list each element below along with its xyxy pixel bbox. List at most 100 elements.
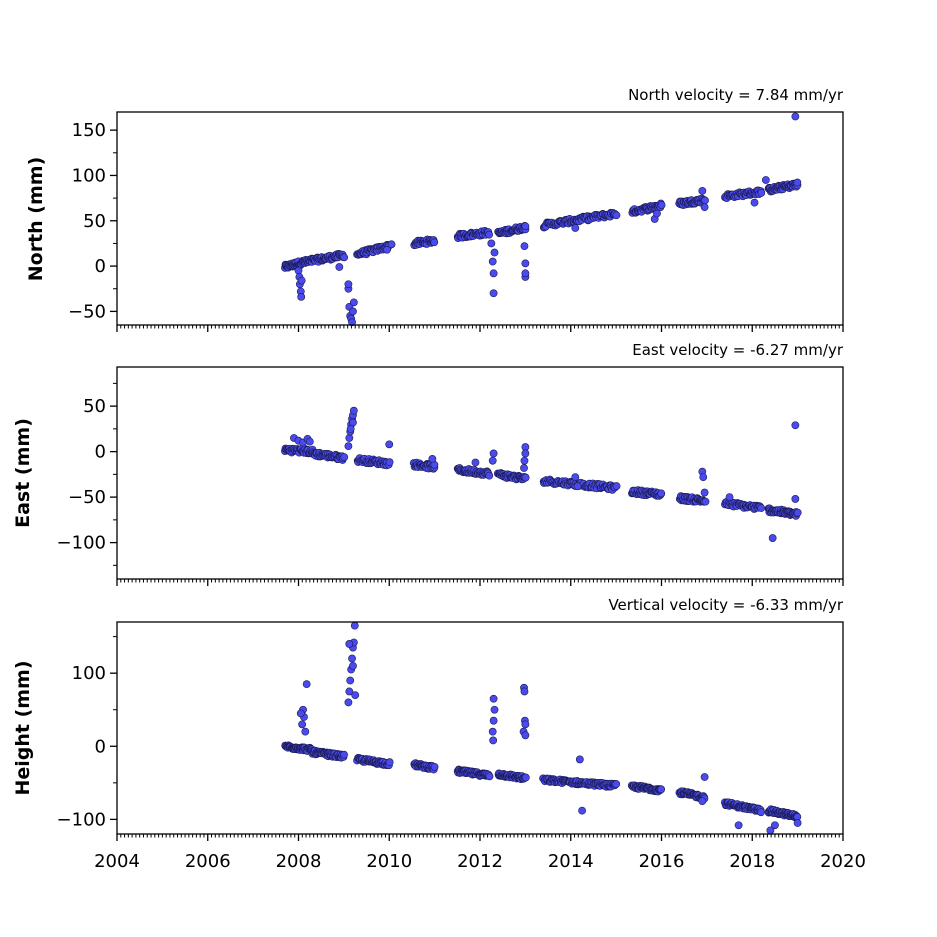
north-ylabel: North (mm)	[25, 157, 47, 282]
data-point-height	[340, 750, 348, 759]
data-point-north	[297, 293, 306, 301]
north-ticks: −50 0 50 100 150	[68, 120, 844, 332]
data-point-east	[571, 473, 580, 481]
data-point-north	[757, 188, 766, 197]
y-tick-label-east: 0	[95, 442, 106, 463]
data-point-north	[294, 266, 303, 275]
data-point-east	[768, 534, 777, 542]
data-point-north	[430, 238, 439, 247]
data-point-height	[350, 621, 359, 630]
data-point-east	[428, 454, 437, 463]
data-point-height	[700, 773, 709, 781]
y-tick-label-east: 50	[83, 396, 106, 417]
data-point-east	[700, 488, 709, 497]
data-point-north	[521, 259, 530, 268]
data-point-height	[793, 819, 802, 827]
data-point-north	[571, 224, 580, 232]
data-point-east	[573, 482, 582, 491]
data-point-north	[490, 248, 499, 257]
x-tick-label: 2020	[820, 851, 866, 872]
data-point-east	[346, 424, 355, 433]
data-point-east	[349, 406, 358, 415]
data-point-east	[520, 464, 528, 472]
data-point-north	[520, 242, 529, 251]
data-point-height	[349, 661, 357, 670]
data-point-north	[657, 201, 666, 209]
data-point-height	[430, 762, 439, 771]
data-point-east	[471, 458, 480, 467]
y-tick-label-east: −100	[57, 533, 106, 554]
x-tick-label: 2014	[548, 851, 594, 872]
data-point-height	[348, 654, 356, 663]
data-point-height	[301, 727, 310, 736]
y-tick-label-height: 100	[72, 663, 106, 684]
height-ticks: −100 0 100	[57, 636, 844, 841]
data-point-height	[344, 698, 353, 707]
data-point-north	[344, 280, 353, 289]
data-point-north	[612, 211, 621, 220]
x-tick-label: 2018	[729, 851, 775, 872]
east-velocity-label: East velocity = -6.27 mm/yr	[632, 341, 844, 359]
data-point-height	[489, 716, 498, 725]
data-point-height	[489, 694, 498, 703]
data-point-north	[761, 176, 770, 184]
height-panel: Vertical velocity = -6.33 mm/yr Height (…	[12, 596, 844, 841]
x-tick-label: 2016	[639, 851, 685, 872]
data-point-east	[791, 495, 800, 503]
data-point-height	[345, 640, 354, 648]
data-point-north	[488, 257, 497, 266]
data-point-east	[725, 493, 734, 502]
data-point-height	[657, 785, 666, 794]
x-tick-label: 2008	[276, 851, 322, 872]
data-point-east	[757, 504, 766, 512]
y-tick-label-north: 50	[83, 211, 106, 232]
data-point-height	[296, 709, 305, 718]
data-point-east	[793, 508, 802, 517]
data-point-height	[521, 773, 530, 782]
y-tick-label-north: 100	[72, 165, 106, 186]
y-tick-label-north: 150	[72, 120, 106, 141]
data-point-east	[657, 489, 666, 498]
data-point-east	[489, 449, 498, 458]
data-point-north	[297, 276, 306, 285]
y-tick-label-north: 0	[95, 256, 106, 277]
data-point-east	[520, 456, 529, 465]
north-points	[281, 112, 802, 327]
data-point-height	[345, 687, 354, 696]
data-point-north	[335, 263, 344, 271]
data-point-north	[487, 239, 496, 248]
data-point-height	[485, 772, 494, 781]
data-point-east	[791, 421, 800, 430]
data-point-north	[700, 203, 709, 212]
data-point-east	[385, 458, 394, 467]
data-point-north	[383, 245, 391, 254]
y-tick-label-north: −50	[68, 301, 106, 322]
data-point-east	[485, 471, 494, 480]
north-velocity-label: North velocity = 7.84 mm/yr	[628, 86, 844, 104]
data-point-north	[387, 240, 396, 249]
data-point-north	[701, 196, 709, 205]
data-point-height	[757, 808, 765, 817]
x-tick-label: 2004	[94, 851, 140, 872]
data-point-height	[578, 806, 586, 815]
east-ticks: −100 −50 0 50	[57, 382, 844, 586]
data-point-east	[385, 440, 394, 449]
data-point-height	[734, 821, 743, 830]
east-ylabel: East (mm)	[12, 418, 34, 528]
x-axis-tick-labels: 2004 2006 2008 2010 2012 2014 2016 2018 2020	[94, 851, 866, 872]
y-tick-label-height: −100	[57, 809, 106, 830]
data-point-north	[791, 112, 800, 121]
height-ylabel: Height (mm)	[12, 660, 34, 795]
data-point-east	[699, 473, 708, 481]
data-point-east	[305, 437, 314, 446]
data-point-height	[298, 720, 307, 729]
data-point-east	[521, 449, 530, 458]
data-point-height	[575, 755, 584, 764]
data-point-north	[750, 198, 759, 207]
data-point-north	[349, 307, 357, 316]
data-point-north	[349, 298, 358, 307]
height-points	[281, 621, 802, 835]
x-tick-label: 2006	[185, 851, 231, 872]
data-point-north	[348, 318, 356, 327]
